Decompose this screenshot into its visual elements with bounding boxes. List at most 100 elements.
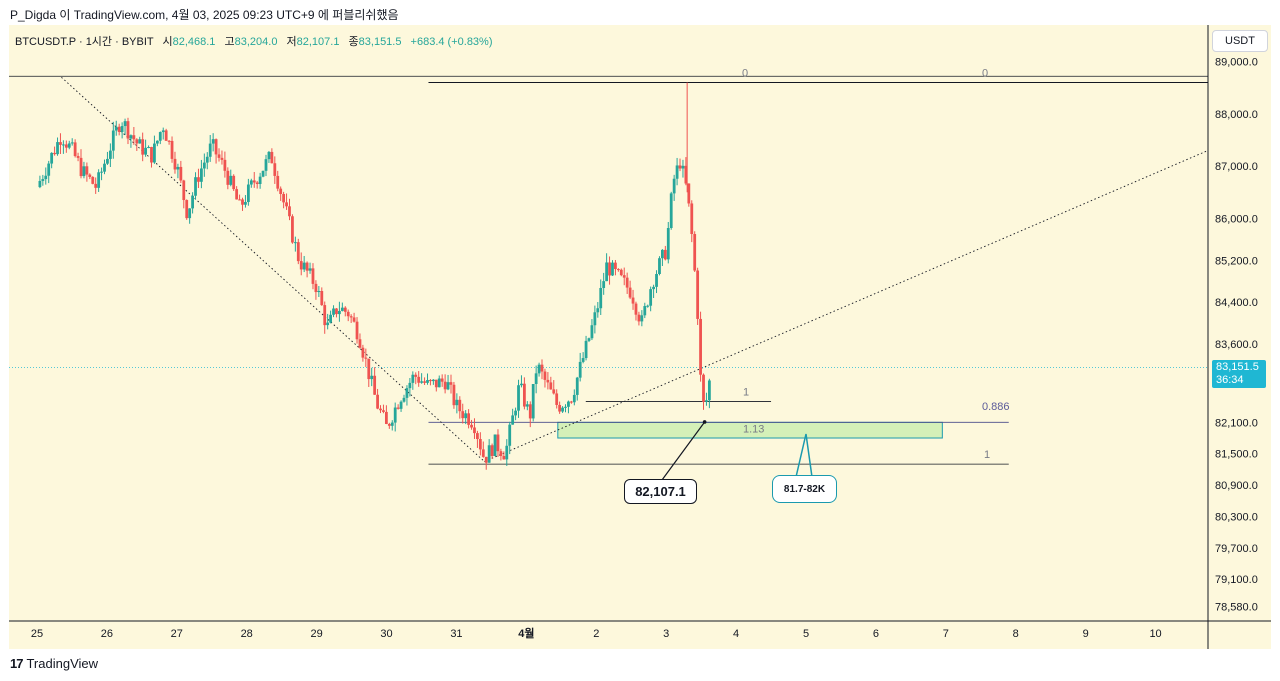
candle[interactable]: [370, 367, 374, 387]
candle[interactable]: [252, 172, 256, 188]
candle[interactable]: [108, 143, 112, 167]
candle[interactable]: [634, 301, 638, 321]
candle[interactable]: [291, 214, 294, 244]
candle[interactable]: [38, 175, 42, 189]
candle[interactable]: [358, 333, 362, 349]
candle[interactable]: [502, 451, 506, 460]
candle[interactable]: [434, 379, 438, 392]
candle[interactable]: [702, 373, 705, 410]
candle[interactable]: [567, 400, 570, 414]
candle[interactable]: [405, 385, 409, 406]
candle[interactable]: [264, 154, 268, 177]
candle[interactable]: [103, 159, 106, 175]
candle[interactable]: [235, 186, 239, 200]
candle[interactable]: [194, 172, 197, 200]
candle[interactable]: [202, 153, 206, 177]
candle[interactable]: [379, 405, 382, 414]
candle[interactable]: [211, 133, 215, 152]
candle[interactable]: [611, 260, 614, 277]
candle[interactable]: [285, 193, 288, 210]
candle[interactable]: [144, 139, 148, 157]
candle[interactable]: [693, 231, 697, 272]
candle[interactable]: [132, 126, 136, 145]
candle[interactable]: [329, 310, 332, 324]
candle[interactable]: [705, 392, 708, 406]
candle[interactable]: [79, 149, 83, 179]
candle[interactable]: [267, 150, 271, 163]
candle[interactable]: [197, 168, 200, 189]
candle[interactable]: [431, 379, 435, 385]
candle[interactable]: [273, 156, 277, 184]
candle[interactable]: [707, 378, 711, 409]
candle[interactable]: [429, 379, 432, 386]
candle[interactable]: [76, 152, 80, 162]
candle[interactable]: [678, 158, 682, 172]
candle[interactable]: [473, 418, 476, 439]
candle[interactable]: [481, 441, 485, 458]
candle[interactable]: [666, 221, 670, 264]
candle[interactable]: [546, 372, 550, 390]
candle[interactable]: [572, 389, 576, 406]
candle[interactable]: [684, 157, 688, 186]
candle[interactable]: [349, 314, 353, 323]
candle[interactable]: [411, 371, 415, 390]
candle[interactable]: [246, 178, 250, 206]
candle[interactable]: [255, 180, 259, 189]
candle[interactable]: [655, 270, 658, 294]
chart-pane[interactable]: 0 0 1 0.886 1.13 1 89,000.0 88,000.0 87,000.0 86…: [9, 25, 1271, 649]
candle[interactable]: [587, 337, 591, 343]
candle[interactable]: [661, 249, 664, 266]
candle[interactable]: [332, 305, 335, 318]
zone-callout[interactable]: 81.7-82K: [772, 475, 837, 503]
candle[interactable]: [296, 238, 300, 265]
candle[interactable]: [584, 335, 588, 361]
candle[interactable]: [499, 448, 503, 461]
candle[interactable]: [53, 146, 56, 156]
candle[interactable]: [100, 167, 103, 181]
candle[interactable]: [640, 310, 644, 327]
candle[interactable]: [581, 352, 585, 364]
candle[interactable]: [558, 401, 562, 414]
candle[interactable]: [367, 358, 371, 387]
candle[interactable]: [73, 139, 77, 158]
candle[interactable]: [643, 302, 647, 319]
candle[interactable]: [114, 120, 118, 136]
candle[interactable]: [64, 140, 68, 153]
candle[interactable]: [117, 123, 121, 136]
candle[interactable]: [41, 174, 45, 186]
candle[interactable]: [458, 396, 462, 419]
candle[interactable]: [47, 160, 51, 184]
candle[interactable]: [508, 421, 512, 455]
candle[interactable]: [669, 191, 673, 230]
candle[interactable]: [528, 401, 532, 428]
candle[interactable]: [614, 259, 617, 276]
candle[interactable]: [672, 174, 676, 201]
candle[interactable]: [182, 179, 186, 209]
candle[interactable]: [543, 368, 547, 388]
candle[interactable]: [164, 128, 168, 141]
candle[interactable]: [575, 376, 579, 401]
candle[interactable]: [417, 371, 421, 387]
candle[interactable]: [173, 151, 177, 174]
candle[interactable]: [135, 138, 139, 151]
candle[interactable]: [373, 367, 377, 395]
candle[interactable]: [478, 432, 482, 456]
candle[interactable]: [346, 309, 350, 322]
candle[interactable]: [91, 176, 95, 185]
candle[interactable]: [340, 302, 344, 312]
candle[interactable]: [214, 138, 218, 164]
candle[interactable]: [323, 301, 327, 334]
candle[interactable]: [311, 263, 315, 290]
candle[interactable]: [161, 127, 165, 140]
candle[interactable]: [150, 146, 153, 168]
candle[interactable]: [393, 402, 397, 432]
candle[interactable]: [681, 159, 685, 178]
tradingview-logo[interactable]: 17 TradingView: [10, 656, 98, 671]
candle[interactable]: [687, 183, 691, 207]
candle[interactable]: [569, 400, 573, 404]
candle[interactable]: [261, 170, 265, 178]
candle[interactable]: [293, 236, 297, 252]
candle[interactable]: [179, 160, 183, 184]
candle[interactable]: [423, 377, 426, 385]
downtrend-line[interactable]: [61, 76, 485, 462]
